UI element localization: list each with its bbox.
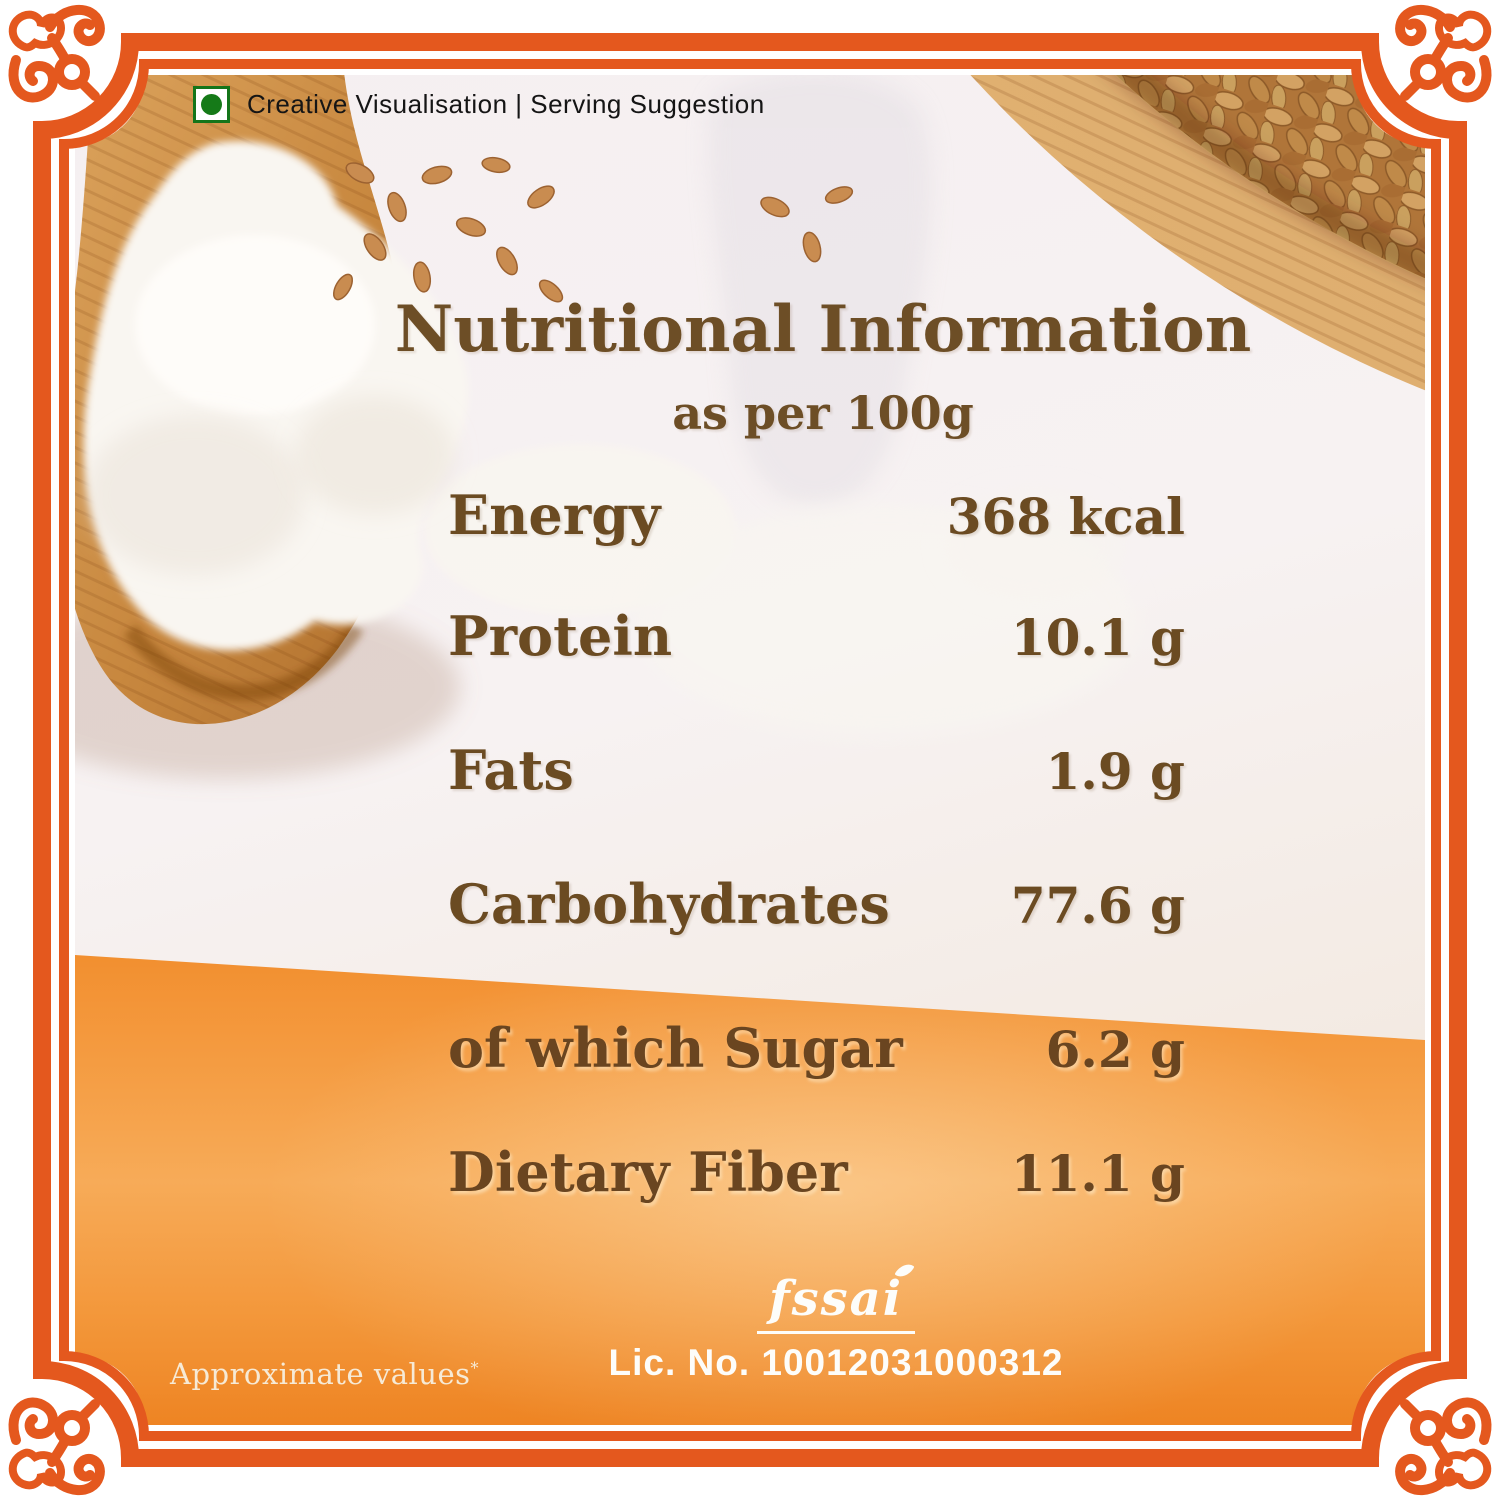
inner-frame-line bbox=[59, 59, 1441, 1441]
faint-ghost-shape bbox=[708, 75, 932, 507]
corner-flourish-icon bbox=[13, 1402, 100, 1490]
fssai-block: fssai Lic. No. 10012031000312 bbox=[161, 1271, 1500, 1384]
nutrition-row-fiber: Dietary Fiber 11.1 g bbox=[448, 1137, 1185, 1207]
approx-text: Approximate values bbox=[170, 1357, 471, 1391]
page-title: Nutritional Information bbox=[394, 292, 1252, 367]
row-label: Carbohydrates bbox=[448, 872, 890, 936]
corner-flourish-icon bbox=[8, 4, 105, 103]
corner-flourish-icon bbox=[1400, 1402, 1487, 1490]
disclaimer-text: Creative Visualisation | Serving Suggest… bbox=[247, 89, 765, 119]
row-value: 10.1 g bbox=[1010, 608, 1185, 667]
row-label: of which Sugar bbox=[448, 1016, 903, 1080]
serving-basis: as per 100g bbox=[672, 386, 974, 440]
nutrition-row-protein: Protein 10.1 g bbox=[448, 601, 1185, 671]
fssai-wordmark: fssai bbox=[768, 1271, 904, 1327]
orange-band bbox=[75, 75, 1425, 1425]
scattered-wheat-grains bbox=[330, 156, 855, 306]
approximate-values-note: Approximate values* bbox=[170, 1357, 479, 1391]
corner-flourish-icon bbox=[1400, 10, 1487, 98]
nutrition-row-energy: Energy 368 kcal bbox=[448, 480, 1185, 550]
background-photo bbox=[75, 75, 1425, 1425]
row-value: 6.2 g bbox=[1045, 1020, 1185, 1079]
approx-asterisk: * bbox=[470, 1358, 480, 1378]
nutrition-row-sugar: of which Sugar 6.2 g bbox=[448, 1013, 1185, 1083]
flour-spill bbox=[425, 445, 1135, 735]
nutrition-row-fats: Fats 1.9 g bbox=[448, 735, 1185, 805]
row-label: Fats bbox=[448, 738, 574, 802]
label-content-area: Creative Visualisation | Serving Suggest… bbox=[75, 75, 1425, 1425]
outer-frame-line bbox=[33, 33, 1467, 1467]
license-number: Lic. No. 10012031000312 bbox=[608, 1342, 1064, 1383]
row-label: Dietary Fiber bbox=[448, 1140, 848, 1204]
row-label: Energy bbox=[448, 483, 661, 547]
row-value: 11.1 g bbox=[1010, 1144, 1185, 1203]
fssai-logo: fssai bbox=[757, 1271, 915, 1334]
row-value: 77.6 g bbox=[1010, 876, 1185, 935]
row-value: 368 kcal bbox=[946, 487, 1185, 546]
row-value: 1.9 g bbox=[1045, 742, 1185, 801]
row-label: Protein bbox=[448, 604, 673, 668]
vegetarian-mark-icon bbox=[193, 86, 230, 123]
veg-dot bbox=[201, 94, 222, 115]
flour-heap bbox=[84, 141, 468, 650]
disclaimer-row: Creative Visualisation | Serving Suggest… bbox=[193, 86, 765, 123]
wheat-grain-bowl bbox=[637, 75, 1425, 483]
nutrition-row-carbohydrates: Carbohydrates 77.6 g bbox=[448, 869, 1185, 939]
